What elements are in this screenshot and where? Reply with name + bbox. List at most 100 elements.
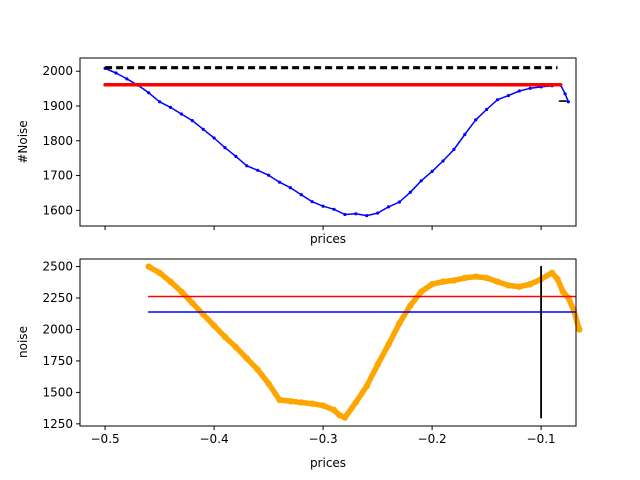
x-tick-label: −0.3: [309, 432, 338, 446]
data-point: [576, 326, 583, 333]
data-point: [461, 274, 468, 282]
data-point: [210, 322, 218, 329]
y-tick-label: 2000: [42, 64, 73, 78]
data-point: [494, 278, 501, 285]
data-point: [309, 400, 316, 407]
y-tick-label: 1500: [42, 385, 73, 399]
data-point: [397, 200, 401, 204]
top-y-ticks: 1600 1700 1800 1900 2000: [42, 64, 80, 217]
y-tick-label: 2000: [42, 322, 73, 336]
data-point: [178, 288, 185, 295]
data-point: [298, 399, 305, 406]
top-x-ticks: [104, 226, 542, 230]
data-point: [277, 180, 282, 184]
data-point: [310, 200, 314, 204]
data-point: [223, 146, 227, 150]
data-point: [396, 320, 403, 327]
data-point: [243, 355, 250, 362]
data-point: [256, 168, 260, 172]
data-point: [559, 288, 567, 295]
data-point: [343, 212, 347, 217]
bottom-axes-frame: [79, 258, 577, 427]
data-point: [158, 100, 162, 104]
bottom-x-ticks: −0.5 −0.4 −0.3 −0.2 −0.1: [91, 426, 556, 446]
y-tick-label: 2500: [42, 260, 73, 274]
data-point: [352, 399, 359, 406]
series-1-0: [145, 263, 583, 421]
x-tick-label: −0.4: [200, 432, 229, 446]
y-tick-label: 1900: [42, 99, 73, 113]
data-point: [495, 98, 500, 102]
bottom-plot-area: [145, 263, 583, 421]
data-point: [156, 269, 163, 276]
data-point: [167, 278, 174, 285]
y-tick-label: 1700: [42, 169, 73, 183]
data-point: [145, 263, 152, 270]
data-point: [450, 277, 458, 284]
data-point: [221, 333, 229, 341]
data-point: [527, 281, 534, 288]
y-tick-label: 1600: [42, 203, 73, 217]
data-point: [376, 211, 380, 215]
y-tick-label: 1250: [42, 417, 73, 431]
bottom-axes: −0.5 −0.4 −0.3 −0.2 −0.1 1250 1500 1750 2000 225…: [16, 258, 583, 470]
data-point: [554, 275, 561, 283]
data-point: [439, 278, 447, 285]
data-point: [232, 343, 240, 351]
data-point: [354, 212, 358, 216]
data-point: [505, 282, 512, 289]
data-point: [267, 173, 271, 177]
data-point: [330, 406, 338, 414]
data-point: [336, 411, 343, 419]
y-tick-label: 1800: [42, 134, 73, 148]
data-point: [407, 302, 414, 309]
bottom-y-ticks: 1250 1500 1750 2000 2250 2500: [42, 260, 80, 431]
data-point: [288, 186, 292, 190]
data-point: [441, 159, 445, 163]
data-point: [114, 71, 118, 75]
data-point: [566, 100, 571, 104]
data-point: [452, 147, 456, 152]
data-point: [428, 281, 436, 288]
data-point: [147, 91, 151, 95]
top-plot-area: [103, 66, 571, 218]
top-x-axis-label: prices: [310, 232, 346, 246]
data-point: [332, 207, 336, 211]
data-point: [483, 274, 490, 282]
data-point: [474, 118, 478, 122]
data-point: [418, 288, 425, 295]
x-tick-label: −0.2: [418, 432, 447, 446]
data-point: [319, 402, 327, 409]
data-point: [517, 89, 521, 93]
data-point: [548, 269, 556, 276]
data-point: [321, 204, 325, 208]
bottom-x-axis-label: prices: [310, 456, 346, 470]
x-tick-label: −0.1: [527, 432, 556, 446]
data-point: [287, 398, 294, 405]
data-point: [365, 214, 369, 218]
data-point: [179, 112, 183, 116]
data-point: [516, 283, 523, 290]
top-y-axis-label: #Noise: [16, 120, 30, 163]
data-point: [276, 396, 283, 404]
data-point: [528, 86, 532, 90]
data-point: [212, 136, 216, 140]
data-point: [563, 92, 567, 96]
y-tick-label: 2250: [42, 291, 73, 305]
x-tick-label: −0.5: [91, 432, 120, 446]
y-tick-label: 1750: [42, 354, 73, 368]
data-point: [374, 361, 381, 368]
data-point: [168, 105, 173, 109]
data-point: [299, 193, 303, 197]
data-point: [419, 179, 423, 183]
data-point: [430, 169, 434, 173]
data-point: [386, 205, 391, 209]
data-point: [265, 380, 272, 387]
data-point: [472, 273, 479, 280]
data-point: [190, 119, 194, 123]
data-point: [463, 132, 467, 137]
data-point: [245, 164, 249, 168]
data-point: [506, 94, 510, 98]
